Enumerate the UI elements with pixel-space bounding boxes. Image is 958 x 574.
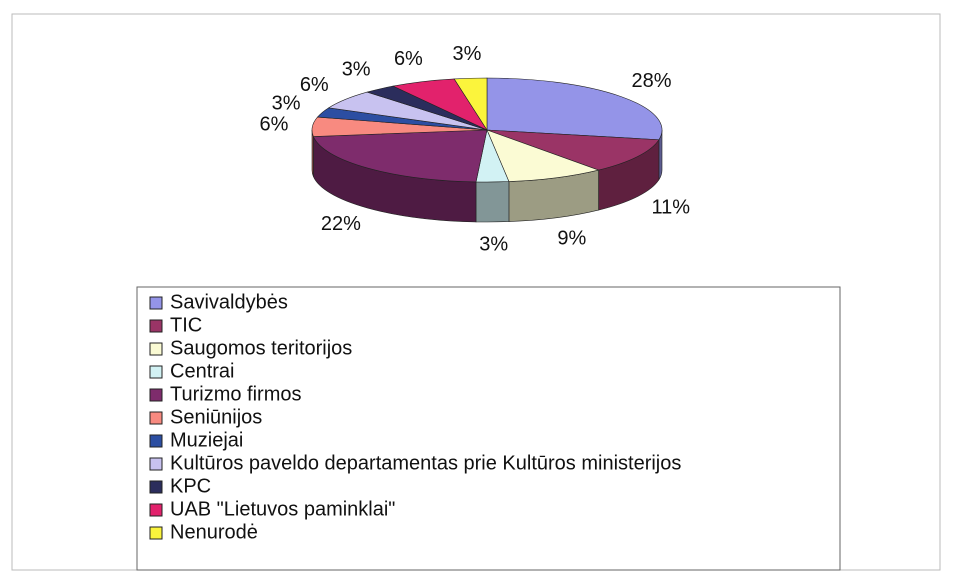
data-label: 11% (651, 197, 690, 219)
data-label: 6% (394, 48, 423, 70)
data-label: 3% (342, 59, 371, 81)
legend-label: Muziejai (170, 429, 243, 451)
data-label: 9% (557, 227, 586, 249)
data-label: 6% (259, 114, 288, 136)
legend-swatch (149, 388, 163, 402)
slice-side (311, 129, 314, 177)
legend-swatch (149, 365, 163, 379)
legend-swatch (149, 457, 163, 471)
slice (453, 77, 488, 132)
legend-swatch (149, 411, 163, 425)
legend-label: Centrai (170, 360, 234, 382)
legend-swatch (149, 296, 163, 310)
legend-swatch (149, 503, 163, 517)
data-label: 22% (321, 213, 361, 235)
data-label: 3% (272, 93, 301, 115)
legend-label: Saugomos teritorijos (170, 337, 352, 359)
data-label: 28% (631, 70, 671, 92)
legend-label: UAB "Lietuvos paminklai" (170, 498, 395, 520)
slice (486, 129, 600, 182)
legend-label: Nenurodė (170, 521, 258, 543)
legend-swatch (149, 319, 163, 333)
legend-swatch (149, 526, 163, 540)
slice (486, 77, 663, 141)
slice-side (475, 181, 510, 223)
legend-label: Savivaldybės (170, 291, 288, 313)
data-label: 3% (479, 234, 508, 256)
legend-label: TIC (170, 314, 202, 336)
slice (486, 129, 660, 171)
legend-label: Seniūnijos (170, 406, 262, 428)
data-label: 6% (300, 74, 329, 96)
legend-swatch (149, 342, 163, 356)
slice (312, 129, 488, 183)
legend-label: Kultūros paveldo departamentas prie Kult… (170, 452, 681, 474)
legend-label: KPC (170, 475, 211, 497)
legend-label: Turizmo firmos (170, 383, 301, 405)
legend-box (136, 286, 841, 571)
legend-swatch (149, 434, 163, 448)
data-label: 3% (452, 43, 481, 65)
legend-swatch (149, 480, 163, 494)
